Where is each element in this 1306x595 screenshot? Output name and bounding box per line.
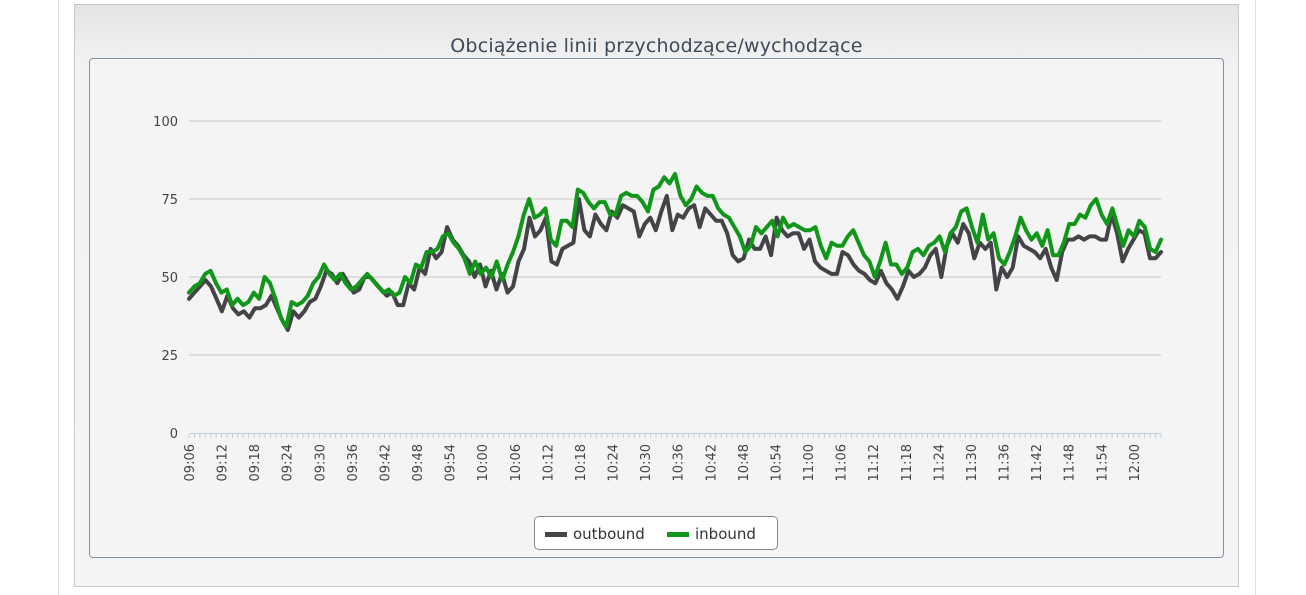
x-tick-label: 09:36 [346, 444, 361, 481]
x-tick-label: 10:12 [541, 444, 556, 481]
x-tick-label: 10:30 [639, 444, 654, 481]
series-line-outbound [187, 193, 1163, 332]
chart-title: Obciążenie linii przychodzące/wychodzące [450, 35, 863, 57]
y-tick-label: 100 [153, 115, 178, 130]
x-tick-label: 11:12 [867, 444, 882, 481]
series-line-inbound [187, 172, 1163, 329]
page-frame [58, 0, 1256, 595]
x-tick-label: 11:30 [965, 444, 980, 481]
x-tick-label: 11:00 [802, 444, 817, 481]
x-tick-label: 11:18 [900, 444, 915, 481]
x-tick-label: 10:18 [574, 444, 589, 481]
x-tick-label: 11:36 [998, 444, 1013, 481]
x-tick-label: 09:48 [411, 444, 426, 481]
x-tick-label: 11:42 [1030, 444, 1045, 481]
x-tick-label: 09:12 [216, 444, 231, 481]
legend-item-inbound[interactable]: inbound [667, 524, 756, 544]
x-tick-label: 10:24 [607, 444, 622, 481]
y-tick-label: 0 [170, 427, 178, 442]
y-tick-label: 25 [161, 349, 178, 364]
x-tick-label: 10:48 [737, 444, 752, 481]
y-tick-label: 75 [161, 193, 178, 208]
legend-swatch-inbound [667, 531, 689, 537]
x-tick-label: 10:06 [509, 444, 524, 481]
x-tick-label: 11:06 [835, 444, 850, 481]
chart-legend: outbound inbound [534, 516, 778, 550]
x-tick-label: 10:42 [704, 444, 719, 481]
x-tick-label: 09:18 [248, 444, 263, 481]
x-axis: 09:06 09:12 09:18 09:24 09:30 09:36 09:42 09:48… [183, 433, 1162, 481]
legend-label-inbound: inbound [695, 525, 756, 543]
x-tick-label: 09:42 [378, 444, 393, 481]
legend-label-outbound: outbound [573, 525, 645, 543]
x-tick-label: 10:00 [476, 444, 491, 481]
x-tick-label: 09:06 [183, 444, 198, 481]
y-tick-label: 50 [161, 271, 178, 286]
legend-item-outbound[interactable]: outbound [545, 524, 645, 544]
x-tick-label: 10:36 [672, 444, 687, 481]
x-tick-label: 09:24 [281, 444, 296, 481]
x-tick-label: 11:48 [1063, 444, 1078, 481]
x-tick-label: 11:54 [1095, 444, 1110, 481]
x-tick-label: 10:54 [769, 444, 784, 481]
series-lines [187, 172, 1163, 332]
x-tick-label: 09:30 [313, 444, 328, 481]
legend-swatch-outbound [545, 531, 567, 537]
x-tick-label: 12:00 [1128, 444, 1143, 481]
x-tick-label: 11:24 [932, 444, 947, 481]
x-tick-label: 09:54 [444, 444, 459, 481]
y-axis-ticks: 0 25 50 75 100 [153, 115, 178, 442]
